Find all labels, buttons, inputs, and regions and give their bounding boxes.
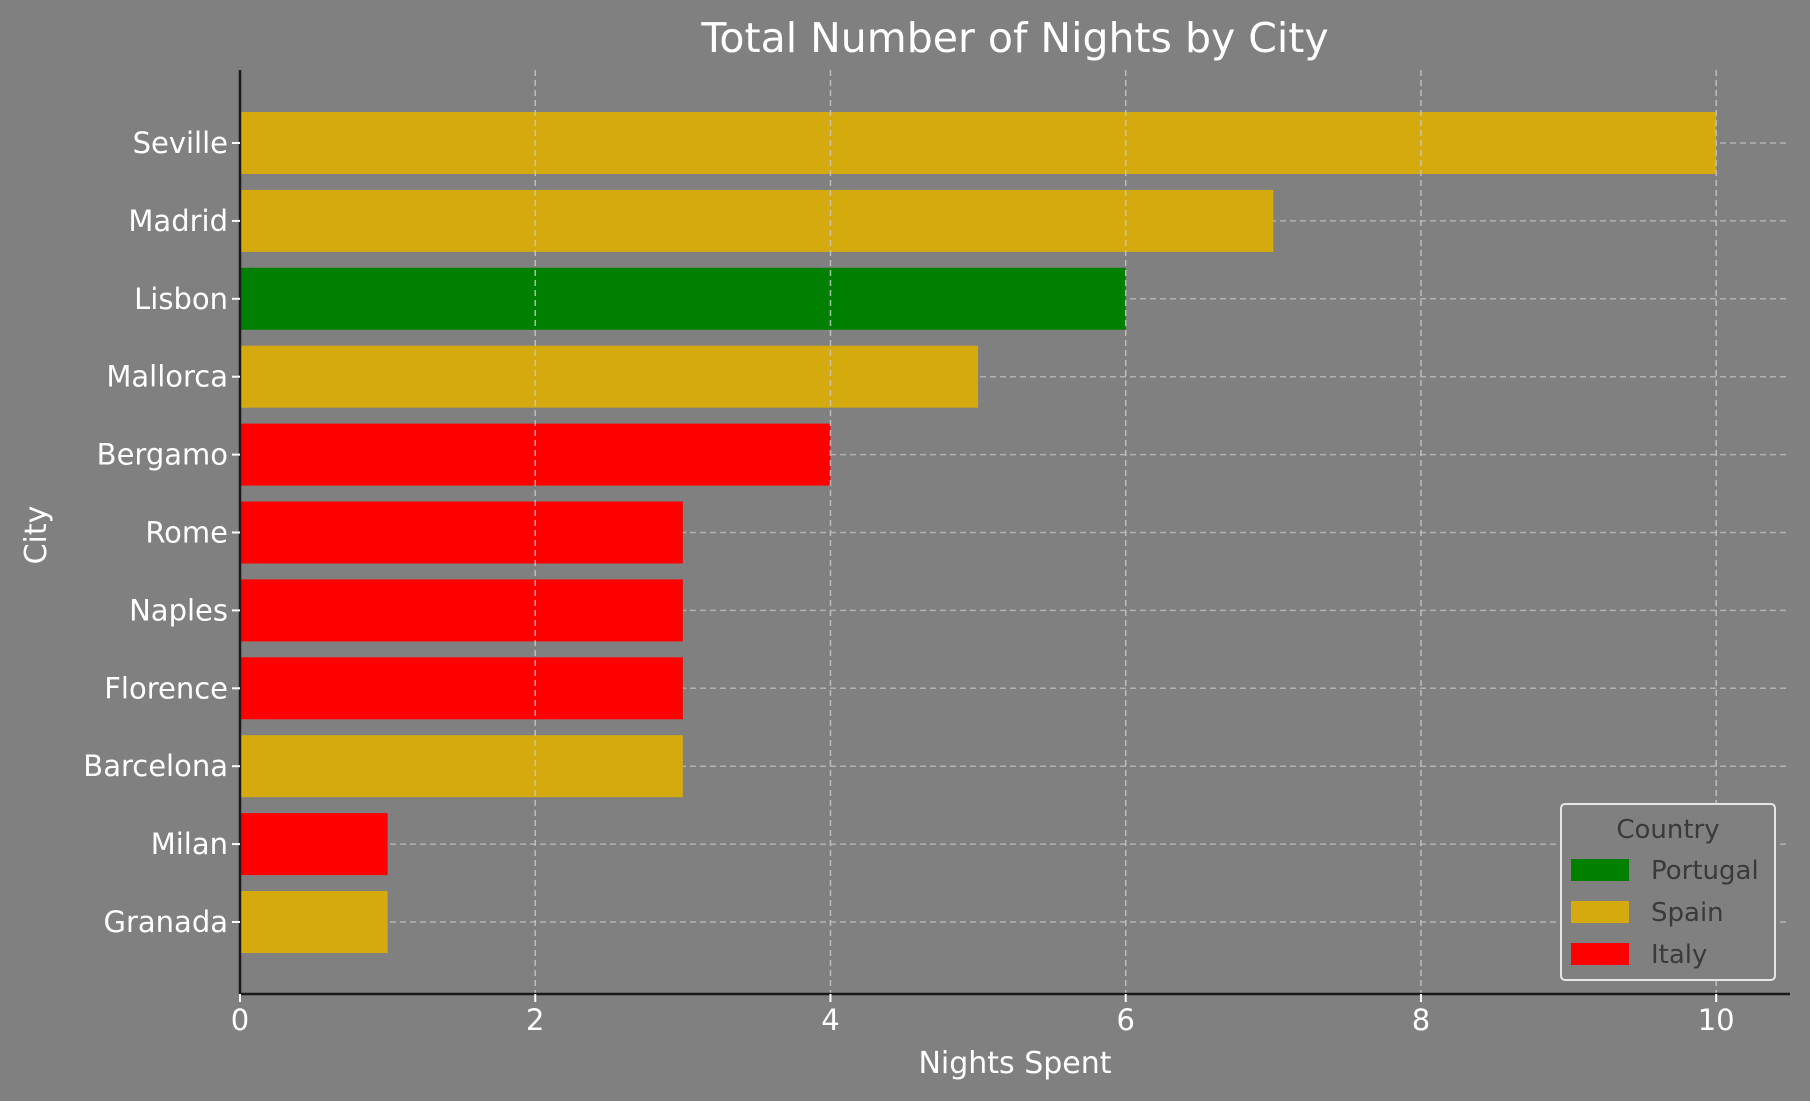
legend-swatch-italy bbox=[1571, 943, 1629, 965]
bar-barcelona bbox=[240, 735, 683, 798]
x-axis-label: Nights Spent bbox=[918, 1046, 1111, 1081]
y-tick-label-bergamo: Bergamo bbox=[97, 438, 228, 472]
bar-madrid bbox=[240, 189, 1274, 252]
x-tick-labels: 0 2 4 6 8 10 bbox=[231, 1003, 1735, 1037]
bar-lisbon bbox=[240, 267, 1126, 330]
y-tick-label-mallorca: Mallorca bbox=[106, 360, 228, 394]
y-tick-label-rome: Rome bbox=[145, 516, 228, 550]
y-tick-label-seville: Seville bbox=[133, 126, 228, 160]
x-tick-label-8: 8 bbox=[1412, 1003, 1430, 1037]
x-tick-label-10: 10 bbox=[1698, 1003, 1735, 1037]
y-tick-labels: Seville Madrid Lisbon Mallorca Bergamo Rome Na… bbox=[83, 126, 228, 939]
legend-label-italy: Italy bbox=[1651, 940, 1707, 970]
bar-rome bbox=[240, 501, 683, 564]
chart-title: Total Number of Nights by City bbox=[700, 14, 1328, 62]
legend-entries: Portugal Spain Italy bbox=[1571, 856, 1759, 970]
y-tick-label-florence: Florence bbox=[104, 671, 228, 705]
bar-florence bbox=[240, 657, 683, 720]
y-tick-label-lisbon: Lisbon bbox=[134, 282, 228, 316]
y-tick-label-milan: Milan bbox=[151, 827, 228, 861]
legend-box bbox=[1560, 803, 1776, 981]
x-tick-label-4: 4 bbox=[821, 1003, 839, 1037]
grid-lines bbox=[240, 142, 1790, 923]
legend-label-spain: Spain bbox=[1651, 898, 1724, 928]
legend-label-portugal: Portugal bbox=[1651, 856, 1759, 886]
bar-mallorca bbox=[240, 345, 979, 408]
axes bbox=[232, 70, 1790, 1002]
x-tick-label-6: 6 bbox=[1116, 1003, 1134, 1037]
legend: Country Portugal Spain Italy bbox=[1560, 803, 1776, 981]
y-axis-label: City bbox=[19, 506, 54, 565]
x-tick-label-2: 2 bbox=[526, 1003, 544, 1037]
legend-title: Country bbox=[1616, 815, 1719, 845]
bar-milan bbox=[240, 813, 388, 876]
bar-seville bbox=[240, 112, 1717, 174]
bar-naples bbox=[240, 579, 683, 642]
x-tick-label-0: 0 bbox=[231, 1003, 249, 1037]
y-tick-label-naples: Naples bbox=[129, 593, 228, 627]
y-tick-label-barcelona: Barcelona bbox=[83, 749, 228, 783]
legend-swatch-portugal bbox=[1571, 859, 1629, 881]
y-tick-label-madrid: Madrid bbox=[128, 204, 228, 238]
bars bbox=[240, 112, 1717, 953]
legend-swatch-spain bbox=[1571, 901, 1629, 923]
y-tick-label-granada: Granada bbox=[104, 905, 229, 939]
bar-granada bbox=[240, 891, 388, 953]
